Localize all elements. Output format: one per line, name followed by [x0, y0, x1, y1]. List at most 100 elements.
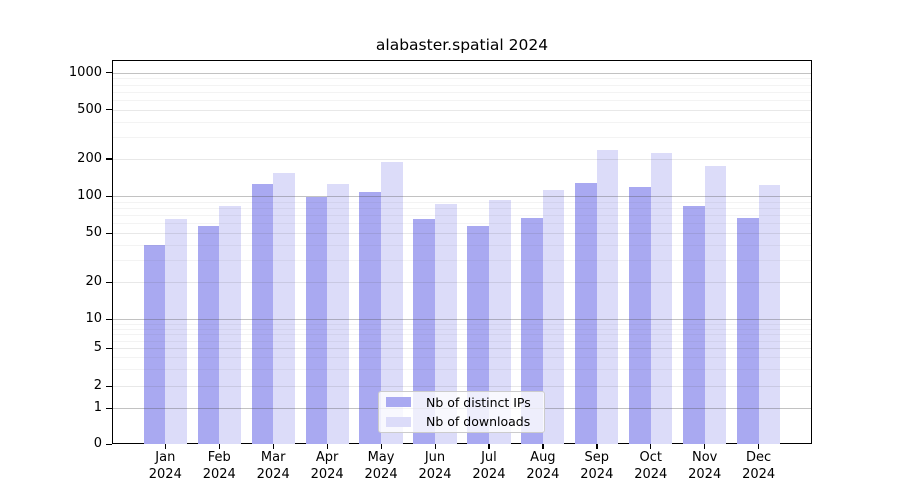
gridline-mid [113, 233, 811, 235]
bar-downloads [327, 184, 349, 444]
y-tick-mark [106, 347, 112, 349]
bar-downloads [381, 161, 403, 444]
y-tick-label: 10 [85, 311, 102, 327]
x-tick-label: Dec 2024 [742, 450, 776, 482]
x-tick-mark [704, 444, 706, 449]
x-tick-mark [596, 444, 598, 449]
y-tick-mark [106, 72, 112, 74]
plot-area [112, 60, 812, 444]
gridline-minor [113, 91, 811, 93]
bar-downloads [542, 189, 565, 444]
y-tick-label: 5 [93, 340, 102, 356]
bar-downloads [273, 172, 295, 444]
bar-distinct-ips [197, 226, 220, 444]
gridline-mid [113, 348, 811, 350]
y-tick-mark [106, 158, 112, 160]
y-tick-label: 50 [85, 225, 102, 241]
gridline-mid [113, 158, 811, 160]
x-tick-mark [542, 444, 544, 449]
legend-swatch-distinct-ips [386, 397, 411, 408]
y-tick-label: 0 [93, 436, 102, 451]
y-tick-mark [106, 195, 112, 197]
x-tick-label: Jun 2024 [418, 450, 452, 482]
bar-distinct-ips [143, 245, 166, 444]
gridline-minor [113, 369, 811, 371]
bar-downloads [650, 152, 673, 444]
y-tick-label: 1 [93, 400, 102, 416]
y-tick-label: 200 [77, 150, 102, 166]
gridline-minor [113, 137, 811, 139]
x-tick-label: Sep 2024 [580, 450, 614, 482]
bar-downloads [596, 150, 619, 444]
gridline-major [113, 72, 811, 74]
bar-downloads [704, 165, 727, 444]
bar-downloads [165, 219, 187, 444]
bar-distinct-ips [683, 205, 705, 444]
y-tick-mark [106, 232, 112, 234]
x-tick-mark [434, 444, 436, 449]
x-tick-mark [326, 444, 328, 449]
gridline-minor [113, 207, 811, 209]
x-tick-label: Oct 2024 [634, 450, 668, 482]
bar-downloads [219, 205, 241, 444]
bar-distinct-ips [575, 183, 597, 444]
gridline-mid [113, 386, 811, 387]
bar-downloads [488, 199, 511, 444]
x-tick-mark [758, 444, 760, 449]
gridline-major [113, 319, 811, 321]
x-tick-label: Nov 2024 [688, 450, 722, 482]
bar-distinct-ips [305, 197, 328, 444]
bar-distinct-ips [467, 226, 489, 444]
bar-distinct-ips [251, 184, 274, 444]
chart-legend: Nb of distinct IPs Nb of downloads [378, 391, 545, 433]
gridline-minor [113, 84, 811, 86]
x-tick-label: Jan 2024 [148, 450, 182, 482]
y-tick-mark [106, 318, 112, 320]
gridline-major [113, 196, 811, 197]
x-tick-mark [488, 444, 490, 449]
y-tick-mark [106, 443, 112, 445]
bar-distinct-ips [629, 187, 651, 444]
x-tick-label: Feb 2024 [202, 450, 236, 482]
x-tick-mark [272, 444, 274, 449]
x-tick-mark [380, 444, 382, 449]
gridline-minor [113, 245, 811, 247]
bar-downloads [435, 204, 457, 444]
x-tick-label: May 2024 [364, 450, 398, 482]
gridline-minor [113, 323, 811, 325]
gridline-minor [113, 100, 811, 102]
legend-label-distinct-ips: Nb of distinct IPs [426, 394, 531, 410]
gridline-minor [113, 328, 811, 330]
y-tick-mark [106, 109, 112, 111]
y-tick-label: 2 [93, 378, 102, 393]
bar-distinct-ips [359, 191, 382, 444]
bar-distinct-ips [521, 218, 543, 444]
y-tick-label: 500 [77, 101, 102, 117]
x-tick-label: Jul 2024 [472, 450, 506, 482]
gridline-mid [113, 282, 811, 284]
y-tick-label: 20 [85, 274, 102, 290]
x-tick-mark [650, 444, 652, 449]
legend-item-downloads: Nb of downloads [379, 413, 544, 431]
gridline-minor [113, 223, 811, 225]
y-tick-mark [106, 281, 112, 283]
gridline-minor [113, 334, 811, 336]
x-tick-mark [164, 444, 166, 449]
bar-distinct-ips [413, 219, 435, 444]
gridline-minor [113, 78, 811, 80]
x-tick-label: Aug 2024 [526, 450, 560, 482]
gridline-minor [113, 121, 811, 123]
y-tick-mark [106, 407, 112, 409]
bar-downloads [758, 184, 781, 444]
gridline-minor [113, 260, 811, 262]
gridline-minor [113, 357, 811, 359]
legend-swatch-downloads [386, 416, 411, 427]
x-tick-mark [218, 444, 220, 449]
gridline-mid [113, 109, 811, 111]
x-tick-label: Apr 2024 [310, 450, 344, 482]
gridline-minor [113, 201, 811, 203]
y-tick-mark [106, 385, 112, 387]
bar-distinct-ips [737, 218, 759, 444]
